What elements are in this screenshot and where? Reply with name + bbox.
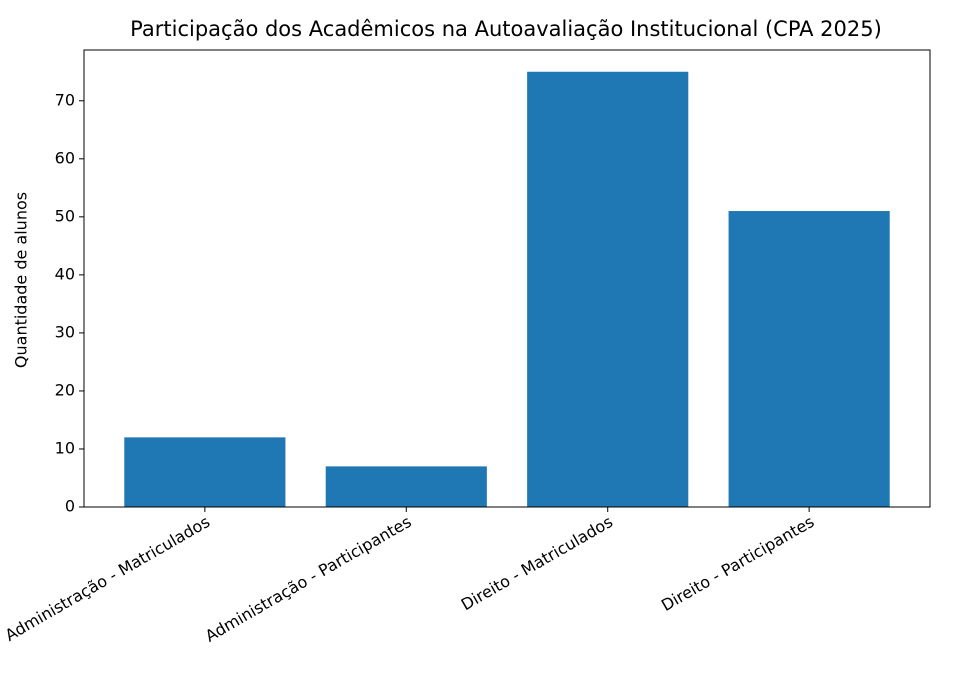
x-tick-label: Administração - Matriculados: [2, 512, 213, 645]
x-tick-label: Administração - Participantes: [202, 512, 415, 646]
y-tick-label: 50: [55, 206, 75, 225]
bar: [124, 437, 286, 507]
y-tick-label: 0: [65, 497, 75, 516]
y-tick-label: 70: [55, 90, 75, 109]
bar: [527, 71, 689, 507]
x-tick-label: Direito - Matriculados: [458, 512, 616, 614]
y-tick-label: 30: [55, 322, 75, 341]
y-tick-label: 40: [55, 264, 75, 283]
x-tick-label: Direito - Participantes: [658, 512, 817, 615]
bar: [728, 211, 890, 508]
bar: [325, 466, 487, 507]
chart-title: Participação dos Acadêmicos na Autoavali…: [130, 17, 882, 41]
y-tick-label: 60: [55, 148, 75, 167]
y-tick-label: 20: [55, 380, 75, 399]
plot-frame: [83, 49, 931, 508]
y-tick-label: 10: [55, 438, 75, 457]
y-axis-label: Quantidade de alunos: [12, 192, 31, 368]
